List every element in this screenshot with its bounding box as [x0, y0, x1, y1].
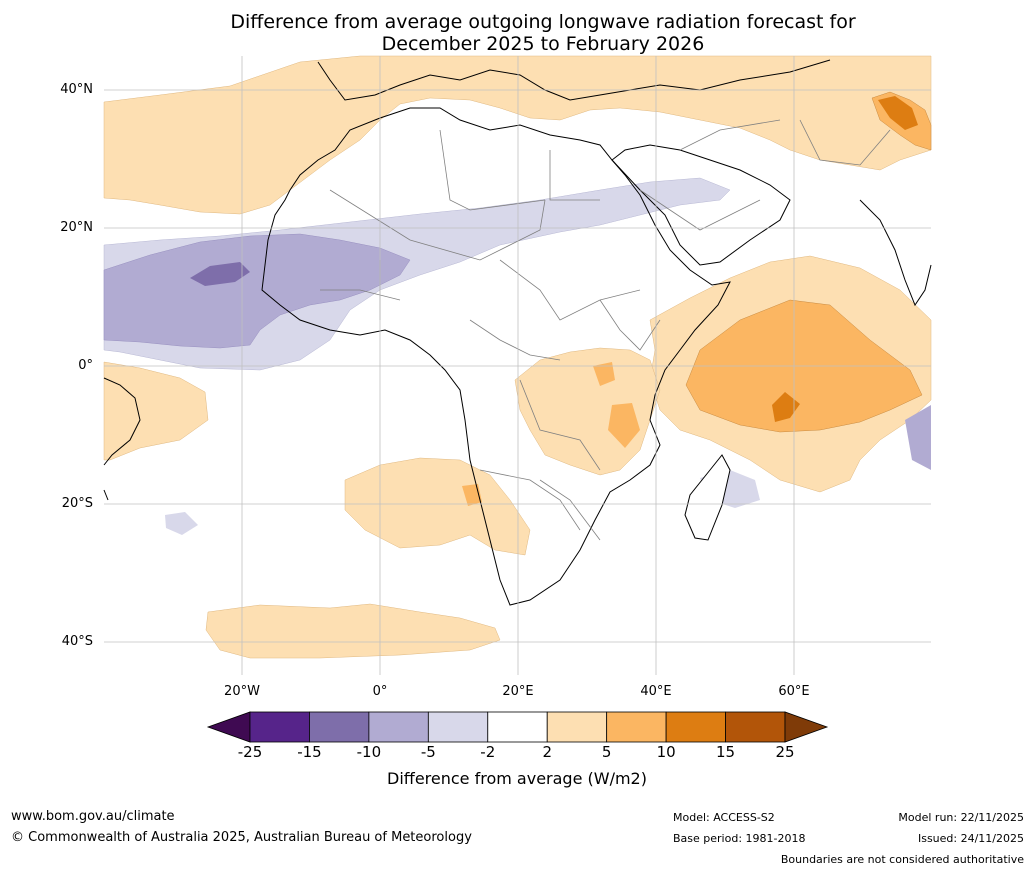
- colorbar-tick-label: -5: [420, 743, 436, 761]
- colorbar-bin: [546, 711, 608, 743]
- lat-label-20n: 20°N: [60, 220, 93, 235]
- footer-copyright: © Commonwealth of Australia 2025, Austra…: [11, 830, 472, 845]
- colorbar-tick-label: 2: [542, 743, 552, 761]
- map-title-line-1: Difference from average outgoing longwav…: [230, 11, 856, 33]
- footer-website: www.bom.gov.au/climate: [11, 809, 175, 824]
- coastline-europe: [317, 59, 831, 101]
- colorbar-tick-label: 10: [656, 743, 676, 761]
- colorbar-tick-label: 5: [601, 743, 612, 761]
- anomaly-region-indian-ocean-core: [772, 392, 800, 422]
- anomaly-region-brazil: [103, 361, 209, 461]
- colorbar-tick-label: -10: [356, 743, 382, 761]
- colorbar-tick-label: 25: [775, 743, 795, 761]
- colorbar-tick-label: 15: [716, 743, 736, 761]
- colorbar-arrow-low: [206, 711, 251, 743]
- anomaly-region-lake-victoria: [593, 362, 615, 386]
- footer-base-period: Base period: 1981-2018: [673, 832, 806, 845]
- lon-label-20w: 20°W: [224, 684, 260, 699]
- lat-label-equator: 0°: [78, 358, 93, 373]
- gridlines: [104, 56, 931, 675]
- colorbar-bin: [427, 711, 489, 743]
- footer-disclaimer: Boundaries are not considered authoritat…: [780, 853, 1024, 866]
- colorbar-bin: [249, 711, 310, 743]
- anomaly-region-south-atlantic-small: [165, 512, 198, 535]
- map-plot: [103, 55, 932, 675]
- lon-label-20e: 20°E: [502, 684, 534, 699]
- anomaly-region-tanzania: [608, 403, 640, 448]
- footer-model-run: Model run: 22/11/2025: [898, 811, 1024, 824]
- colorbar-bin: [725, 711, 786, 743]
- colorbar-tick-label: -15: [297, 743, 322, 761]
- lat-label-20s: 20°S: [61, 496, 93, 511]
- anomaly-region-west-africa-core: [190, 262, 250, 286]
- coastline-south-america-2: [103, 489, 109, 501]
- lat-label-40s: 40°S: [61, 634, 93, 649]
- coastline-india: [859, 199, 932, 307]
- anomaly-region-west-africa: [103, 233, 411, 349]
- lat-label-40n: 40°N: [60, 82, 93, 97]
- anomaly-region-east-indian-ocean: [905, 405, 931, 470]
- coastline-south-america: [103, 377, 141, 466]
- colorbar-bin: [665, 711, 726, 743]
- colorbar-bin: [606, 711, 667, 743]
- lon-label-0: 0°: [372, 684, 388, 699]
- lon-label-60e: 60°E: [778, 684, 810, 699]
- footer-model: Model: ACCESS-S2: [673, 811, 775, 824]
- anomaly-region-south-atlantic: [205, 603, 501, 659]
- colorbar-label: Difference from average (W/m2): [387, 769, 647, 788]
- colorbar-tick-label: -2: [480, 743, 496, 761]
- colorbar-arrow-high: [784, 711, 829, 743]
- colorbar-bin: [487, 711, 548, 743]
- anomaly-region-middle-east-core: [878, 96, 918, 130]
- colorbar-bin: [368, 711, 429, 743]
- footer-issued: Issued: 24/11/2025: [917, 832, 1024, 845]
- coastline-arabia: [611, 144, 791, 266]
- colorbar-bin: [309, 711, 370, 743]
- coastline-africa: [261, 107, 731, 606]
- map-title-line-2: December 2025 to February 2026: [381, 33, 705, 55]
- coastline-madagascar: [684, 454, 731, 541]
- colorbar-tick-label: -25: [237, 743, 263, 761]
- lon-label-40e: 40°E: [640, 684, 672, 699]
- anomaly-region-southwest-africa: [344, 457, 531, 556]
